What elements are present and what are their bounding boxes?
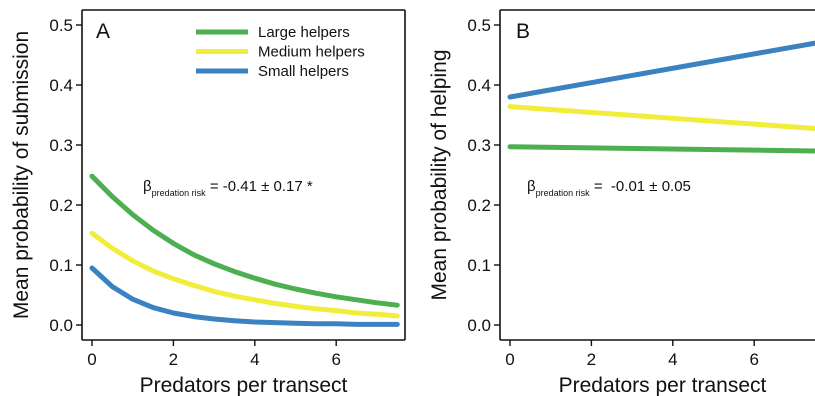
- y-tick-label: 0.0: [49, 316, 73, 335]
- y-tick-label: 0.1: [467, 256, 491, 275]
- panel-letter: B: [516, 20, 530, 43]
- x-tick-label: 2: [169, 350, 178, 369]
- x-tick-label: 4: [668, 350, 677, 369]
- panel-letter: A: [96, 20, 110, 43]
- y-tick-label: 0.2: [467, 196, 491, 215]
- y-tick-label: 0.3: [467, 136, 491, 155]
- beta-symbol: β: [143, 178, 152, 195]
- series-line-small: [89, 265, 400, 327]
- legend-label: Large helpers: [258, 24, 350, 41]
- panel-a: 0 2 4 6 0.0 0.1 0.2 0.3 0.4 0.5 Predators per tran…: [10, 9, 406, 396]
- y-tick-label: 0.0: [467, 316, 491, 335]
- series-line-medium: [89, 230, 400, 319]
- beta-symbol: β: [527, 178, 536, 195]
- y-tick-label: 0.4: [49, 76, 73, 95]
- beta-value: = -0.01 ± 0.05: [590, 178, 691, 195]
- series-line-medium: [507, 104, 815, 131]
- x-axis-title: Predators per transect: [559, 374, 767, 396]
- x-tick-label: 0: [505, 350, 514, 369]
- x-tick-label: 0: [87, 350, 96, 369]
- beta-subscript: predation risk: [536, 188, 591, 198]
- legend-label: Small helpers: [258, 63, 349, 80]
- x-tick-label: 2: [587, 350, 596, 369]
- y-tick-label: 0.2: [49, 196, 73, 215]
- beta-annotation: βpredation risk = -0.01 ± 0.05: [527, 178, 691, 198]
- y-tick-label: 0.3: [49, 136, 73, 155]
- y-tick-label: 0.4: [467, 76, 491, 95]
- beta-subscript: predation risk: [152, 188, 207, 198]
- panel-b: 0 2 4 6 0.0 0.1 0.2 0.3 0.4 0.5 Predators per tran…: [428, 9, 815, 396]
- y-axis-title: Mean probability of helping: [428, 50, 451, 301]
- legend-label: Medium helpers: [258, 44, 365, 61]
- y-tick-label: 0.5: [49, 16, 73, 35]
- series-line-large: [89, 173, 400, 308]
- beta-annotation: βpredation risk = -0.41 ± 0.17 *: [143, 178, 313, 198]
- x-tick-label: 4: [250, 350, 259, 369]
- x-tick-label: 6: [749, 350, 758, 369]
- legend: Large helpers Medium helpers Small helpers: [196, 24, 365, 80]
- x-tick-label: 6: [331, 350, 340, 369]
- x-axis-title: Predators per transect: [140, 374, 348, 396]
- y-tick-label: 0.5: [467, 16, 491, 35]
- series-line-small: [507, 40, 815, 100]
- beta-value: = -0.41 ± 0.17 *: [206, 178, 313, 195]
- y-tick-label: 0.1: [49, 256, 73, 275]
- y-axis-title: Mean probability of submission: [10, 31, 33, 319]
- series-line-large: [507, 144, 815, 154]
